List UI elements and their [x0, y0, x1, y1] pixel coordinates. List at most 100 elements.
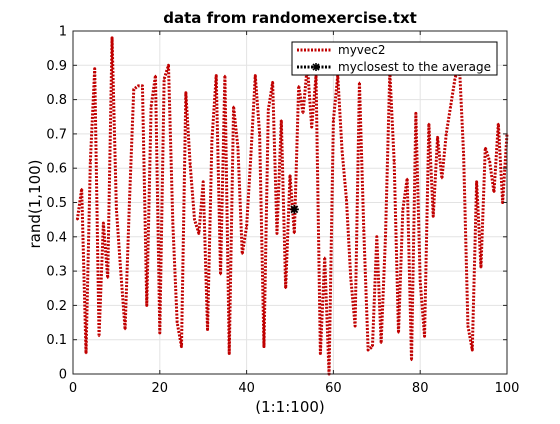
y-axis-title: rand(1,100) [26, 159, 44, 248]
data-point [176, 321, 178, 324]
data-point [319, 352, 322, 355]
data-point [280, 119, 283, 121]
y-tick-label: 0.5 [46, 196, 67, 211]
data-point [115, 208, 118, 211]
x-tick-label: 20 [152, 381, 169, 396]
y-tick-label: 0.1 [46, 333, 67, 348]
data-point [228, 352, 231, 355]
legend: myvec2 myclosest to the average [291, 41, 498, 76]
data-point [406, 177, 408, 180]
closest-average-marker-icon [289, 204, 299, 214]
data-point [263, 345, 265, 348]
data-point [432, 215, 435, 218]
data-point [154, 74, 157, 77]
x-tick-label: 60 [325, 381, 342, 396]
data-point [224, 74, 226, 77]
y-tick-label: 0.6 [46, 162, 67, 177]
data-point [202, 181, 204, 183]
data-point [410, 359, 413, 362]
axes: 0 20 40 60 80 100 0 0.1 0.2 0.3 0.4 0.5 0.6 0.7 0.8 0.9… [46, 25, 519, 397]
data-point [85, 352, 87, 355]
x-tick-label: 80 [412, 381, 429, 396]
data-point [323, 256, 326, 259]
chart-title: data from randomexercise.txt [163, 9, 417, 27]
data-point [354, 325, 356, 327]
data-point [150, 105, 152, 108]
data-point [267, 109, 270, 111]
data-point [163, 78, 165, 80]
data-point [475, 181, 478, 183]
y-tick-label: 0 [59, 368, 67, 383]
data-point [415, 112, 417, 115]
data-point [245, 225, 248, 228]
data-point [211, 139, 213, 142]
data-point [111, 37, 113, 39]
data-point [467, 325, 469, 327]
data-point [215, 74, 218, 77]
data-point [258, 133, 261, 135]
y-tick-label: 0.2 [46, 299, 67, 314]
data-point [441, 177, 443, 180]
data-point [167, 64, 170, 67]
data-point [232, 105, 235, 108]
y-tick-label: 0.3 [46, 265, 67, 280]
data-point [289, 174, 291, 176]
legend-label-closest: myclosest to the average [338, 60, 491, 74]
data-point [402, 208, 404, 211]
data-point [449, 105, 452, 108]
data-point [462, 153, 465, 156]
data-point [76, 218, 79, 221]
data-point [132, 88, 135, 91]
data-point [106, 277, 109, 279]
data-point [423, 335, 426, 338]
data-point [141, 85, 144, 87]
data-point [471, 349, 474, 351]
data-point [341, 150, 343, 152]
data-point [93, 67, 96, 70]
data-point [193, 218, 196, 221]
data-point [480, 266, 482, 269]
data-point [362, 229, 365, 231]
legend-marker-closest-icon [312, 63, 320, 71]
x-tick-label: 0 [69, 381, 77, 396]
y-tick-label: 1 [59, 25, 67, 40]
data-point [250, 153, 252, 156]
data-point [428, 122, 430, 125]
data-point [293, 232, 296, 235]
data-point [98, 335, 100, 338]
data-point [445, 133, 448, 135]
x-tick-label: 100 [495, 381, 520, 396]
y-tick-label: 0.7 [46, 127, 67, 142]
data-point [436, 136, 439, 139]
data-point [380, 342, 382, 344]
data-point [172, 222, 174, 224]
data-point [345, 198, 348, 200]
data-point [393, 160, 395, 163]
data-point [454, 78, 456, 80]
data-point [332, 119, 335, 121]
data-point [284, 287, 287, 290]
data-point [145, 304, 148, 307]
data-point [271, 81, 274, 84]
data-point [358, 81, 361, 84]
data-point [497, 122, 500, 125]
data-point [124, 328, 126, 331]
data-point [102, 222, 105, 224]
data-point [419, 280, 422, 283]
data-point [89, 160, 92, 163]
data-point [493, 191, 495, 194]
data-point [198, 232, 200, 235]
data-point [128, 201, 131, 204]
data-point [137, 85, 139, 87]
data-point [185, 91, 187, 94]
data-point [367, 349, 369, 351]
data-point [254, 74, 257, 77]
y-tick-label: 0.4 [46, 230, 67, 245]
data-point [206, 328, 209, 331]
data-point [371, 345, 374, 348]
data-point [180, 345, 183, 348]
data-point [384, 236, 387, 238]
data-point [189, 163, 191, 166]
